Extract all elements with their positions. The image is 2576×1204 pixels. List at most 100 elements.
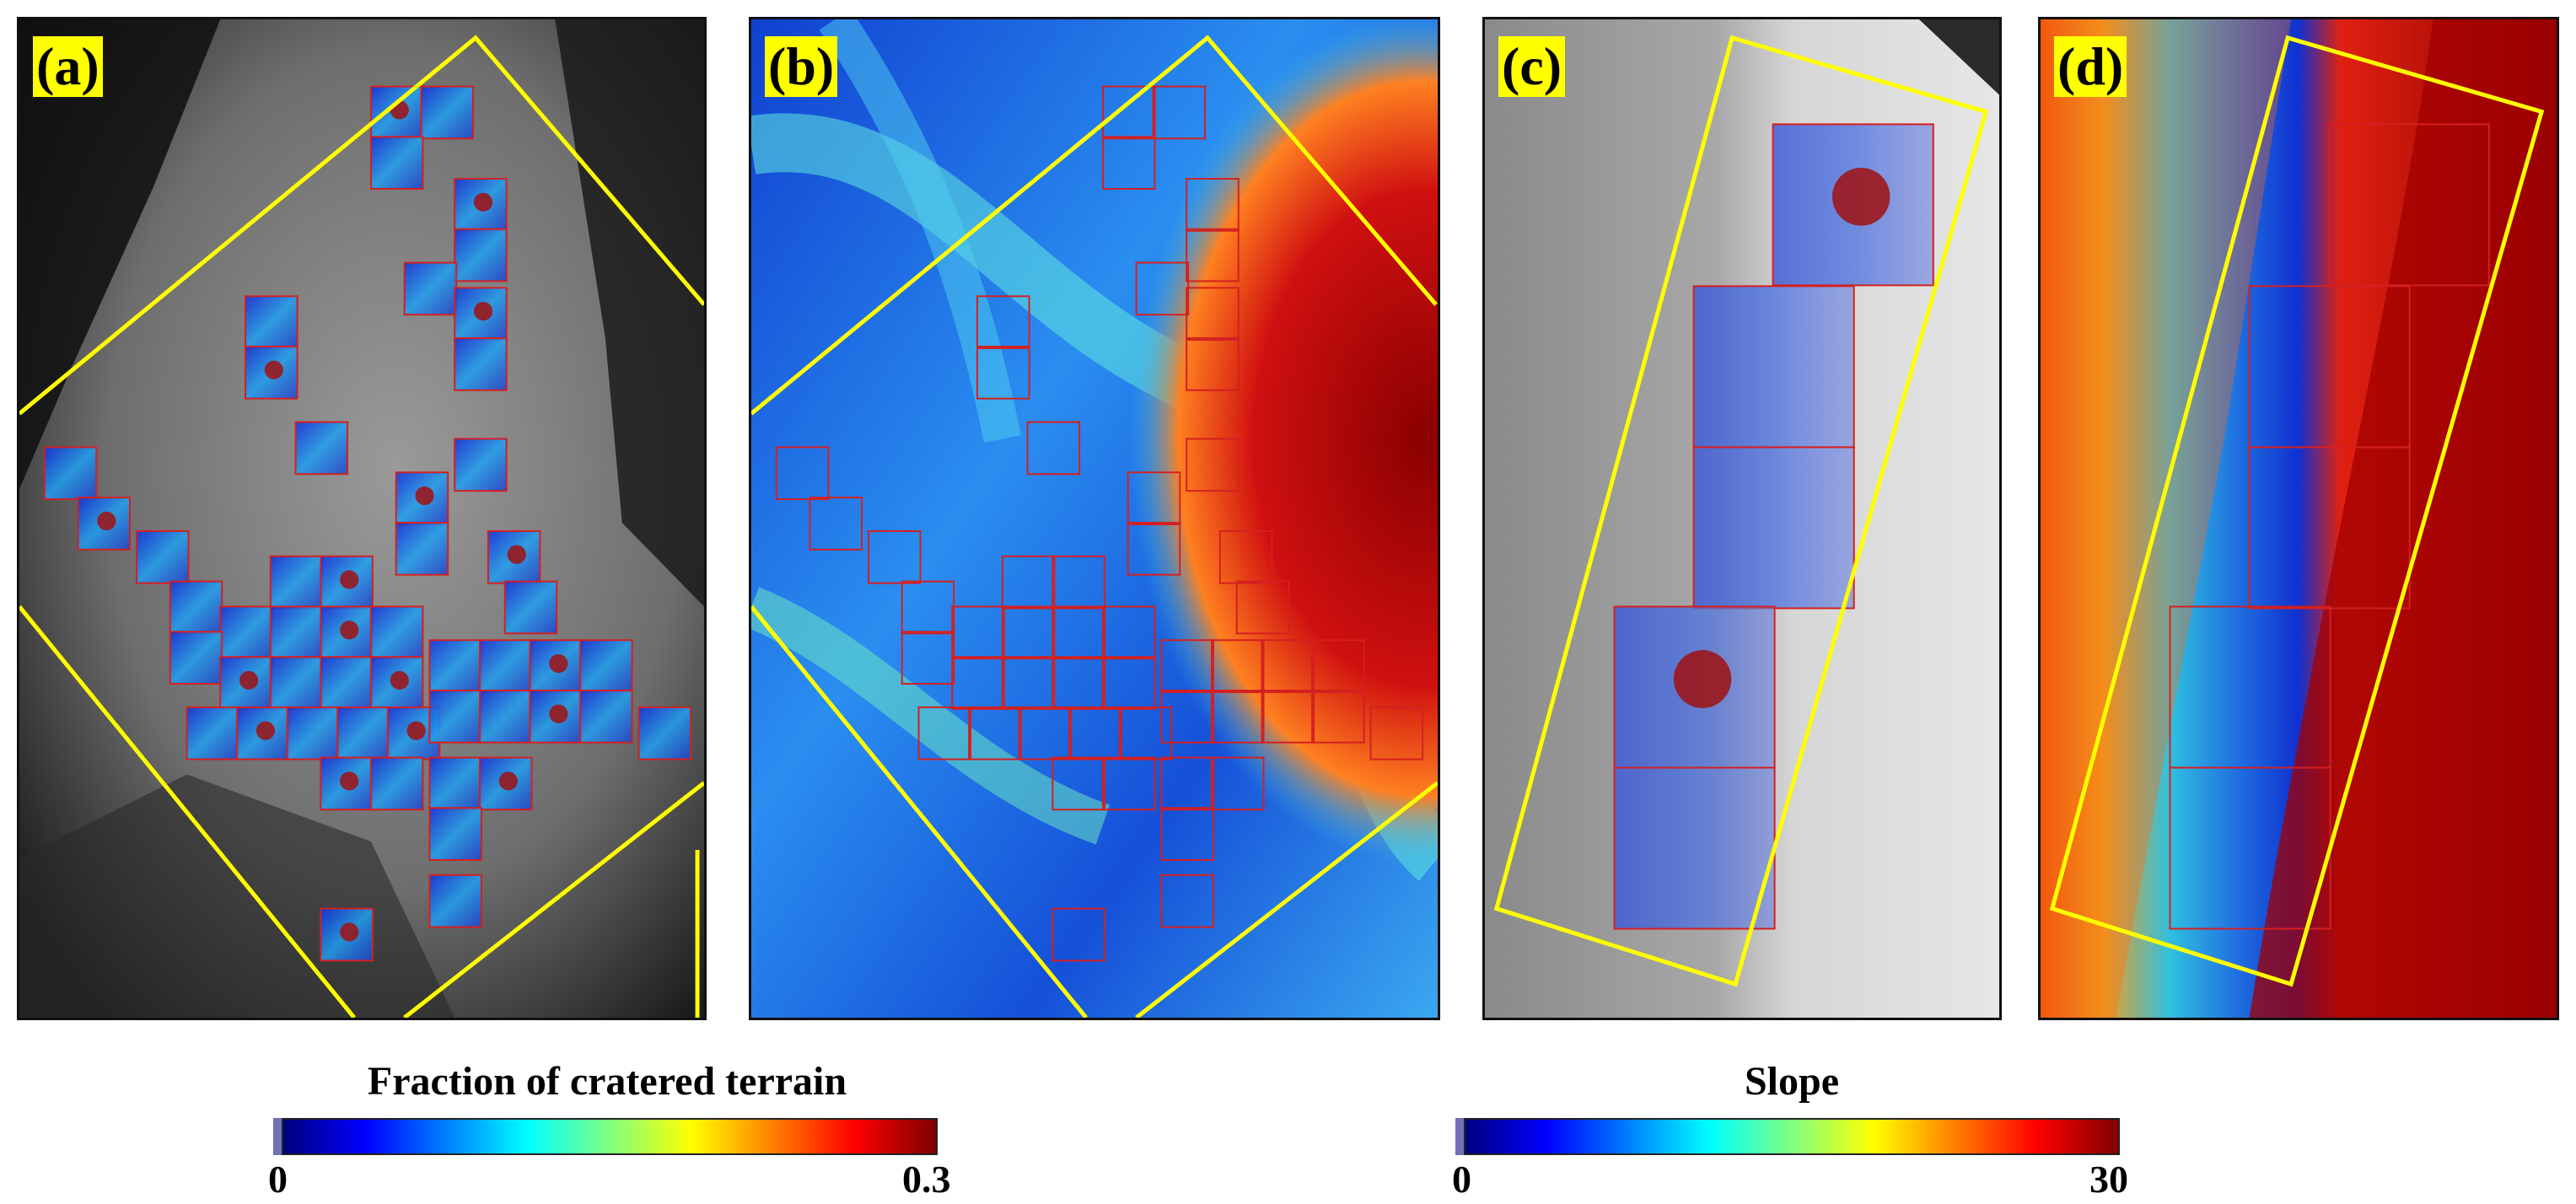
cratered-colorbar: [282, 1118, 938, 1155]
tile: [1160, 873, 1214, 928]
tile: [428, 873, 482, 928]
crater-blob: [97, 511, 116, 530]
slope-colorbar-max: 30: [2089, 1158, 2128, 1201]
tile: [1127, 521, 1181, 576]
tile: [1018, 706, 1073, 761]
slope-colorbar-title: Slope: [1744, 1059, 1840, 1104]
tile: [1101, 656, 1156, 710]
tile: [1101, 136, 1156, 190]
tile: [1311, 689, 1365, 744]
tile: [809, 497, 863, 551]
tile: [454, 438, 508, 492]
tile: [1101, 85, 1156, 140]
tile: [637, 706, 692, 761]
tile: [403, 261, 458, 316]
tile: [294, 421, 349, 476]
tile: [245, 295, 298, 350]
tile: [1051, 605, 1105, 660]
panel-c-terrain: [1485, 19, 1999, 1018]
crater-blob: [239, 670, 259, 691]
slope-colorbar-cap: [1455, 1118, 1464, 1155]
tile: [1051, 555, 1105, 610]
tile: [1101, 756, 1156, 811]
tile: [1210, 639, 1265, 693]
tile: [428, 756, 482, 811]
tile: [1160, 756, 1214, 811]
panel-d-label: (d): [2054, 36, 2127, 97]
tile: [775, 446, 830, 501]
tile: [169, 580, 223, 635]
tile: [1001, 605, 1056, 660]
tile: [1051, 907, 1105, 962]
tile: [1186, 438, 1240, 492]
tile: [1160, 689, 1214, 744]
tile: [478, 689, 533, 744]
tile: [269, 656, 324, 710]
panel-d-slope-map: [2041, 19, 2557, 1018]
panel-b-tiles: [775, 85, 1424, 962]
slope-colorbar: [1464, 1118, 2120, 1155]
tile: [1613, 766, 1776, 930]
tile: [503, 580, 558, 635]
panel-c-tiles: [1613, 123, 1934, 930]
tile: [428, 807, 482, 861]
tile: [1160, 639, 1214, 693]
cratered-colorbar-max: 0.3: [902, 1158, 951, 1201]
tile: [269, 605, 324, 660]
tile: [269, 555, 324, 610]
tile: [1186, 337, 1240, 391]
tile: [976, 346, 1030, 400]
tile: [968, 706, 1022, 761]
tile: [320, 656, 374, 710]
tile: [336, 706, 390, 761]
tile: [1127, 471, 1181, 525]
tile: [1026, 421, 1081, 476]
tile: [286, 706, 341, 761]
tile: [43, 446, 98, 501]
crater-blob: [415, 486, 434, 506]
tile: [1001, 555, 1056, 610]
tile: [169, 631, 223, 685]
tile: [454, 228, 508, 282]
panel-d-image: (d): [2038, 17, 2559, 1020]
crater-blob: [473, 192, 493, 212]
crater-blob: [406, 721, 426, 740]
tile: [1068, 706, 1122, 761]
crater-blob: [549, 704, 568, 723]
panel-b-cratered-map: [751, 19, 1438, 1018]
tile: [369, 605, 424, 660]
tile: [1001, 656, 1056, 710]
crater-blob: [340, 771, 359, 791]
crater-blob: [340, 922, 359, 942]
crater-blob: [255, 721, 276, 740]
crater-blob: [264, 360, 283, 379]
tile: [1613, 605, 1776, 769]
tile: [976, 295, 1030, 350]
tile: [369, 756, 424, 811]
slope-colorbar-min: 0: [1452, 1158, 1471, 1201]
tile: [1261, 639, 1315, 693]
panel-a-image: (a): [17, 17, 707, 1020]
tile: [369, 136, 424, 190]
crater-blob: [498, 771, 518, 791]
cratered-colorbar-title: Fraction of cratered terrain: [367, 1059, 847, 1104]
tile: [1261, 689, 1315, 744]
cratered-colorbar-min: 0: [268, 1158, 288, 1201]
tile: [917, 706, 972, 761]
tile: [867, 529, 922, 584]
panel-a-tiles: [43, 85, 692, 962]
panel-c-label: (c): [1498, 36, 1566, 97]
cratered-colorbar-cap: [273, 1118, 282, 1155]
tile: [1152, 85, 1207, 140]
panel-c-image: (c): [1482, 17, 2002, 1020]
tile: [1218, 529, 1273, 584]
tile: [420, 85, 475, 140]
crater-blob: [390, 670, 409, 691]
crater-blob: [549, 653, 568, 674]
tile: [1210, 756, 1265, 811]
tile: [1692, 285, 1855, 449]
tile: [1160, 807, 1214, 861]
tile: [428, 639, 482, 693]
panel-b-label: (b): [765, 36, 838, 97]
tile: [1051, 656, 1105, 710]
